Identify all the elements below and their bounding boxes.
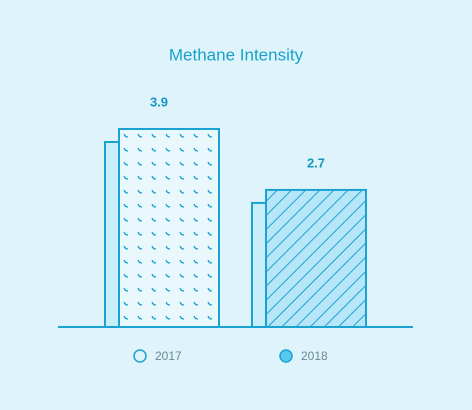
chart-title: Methane Intensity — [169, 45, 304, 64]
legend: 2017 2018 — [133, 349, 328, 363]
bar — [118, 128, 220, 328]
bar-side — [104, 141, 120, 328]
legend-label: 2017 — [155, 349, 182, 363]
plot-area: 3.9 2.7 — [104, 94, 367, 328]
value-label: 3.9 — [150, 94, 168, 109]
legend-label: 2018 — [301, 349, 328, 363]
value-label: 2.7 — [307, 155, 325, 170]
bar — [265, 188, 367, 328]
legend-swatch — [279, 349, 293, 363]
bar-side — [251, 201, 267, 328]
legend-swatch — [133, 349, 147, 363]
